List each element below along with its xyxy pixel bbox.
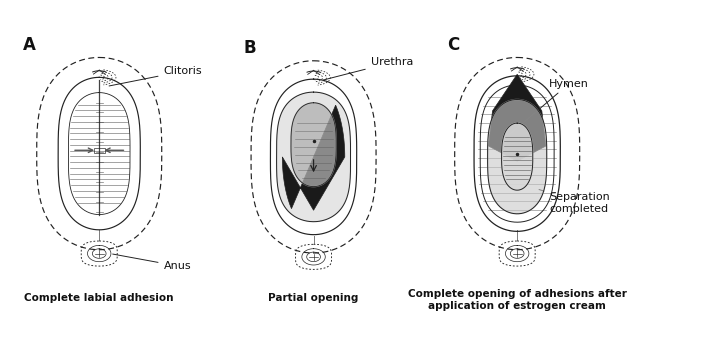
Polygon shape [291,103,336,187]
Text: Complete opening of adhesions after
application of estrogen cream: Complete opening of adhesions after appl… [408,289,626,311]
Text: Partial opening: Partial opening [269,293,359,303]
Text: Complete labial adhesion: Complete labial adhesion [24,293,174,303]
Polygon shape [276,92,351,222]
Polygon shape [502,123,533,190]
Text: C: C [448,36,460,54]
Text: Hymen: Hymen [505,79,589,138]
Text: B: B [244,39,256,58]
Bar [94,148,105,153]
Polygon shape [487,99,546,214]
Polygon shape [488,74,546,161]
Text: Urethra: Urethra [323,57,413,80]
Text: Separation
completed: Separation completed [539,189,610,214]
Text: Clitoris: Clitoris [109,66,202,86]
Text: A: A [22,36,35,54]
Text: Anus: Anus [112,254,191,271]
Polygon shape [282,105,345,210]
